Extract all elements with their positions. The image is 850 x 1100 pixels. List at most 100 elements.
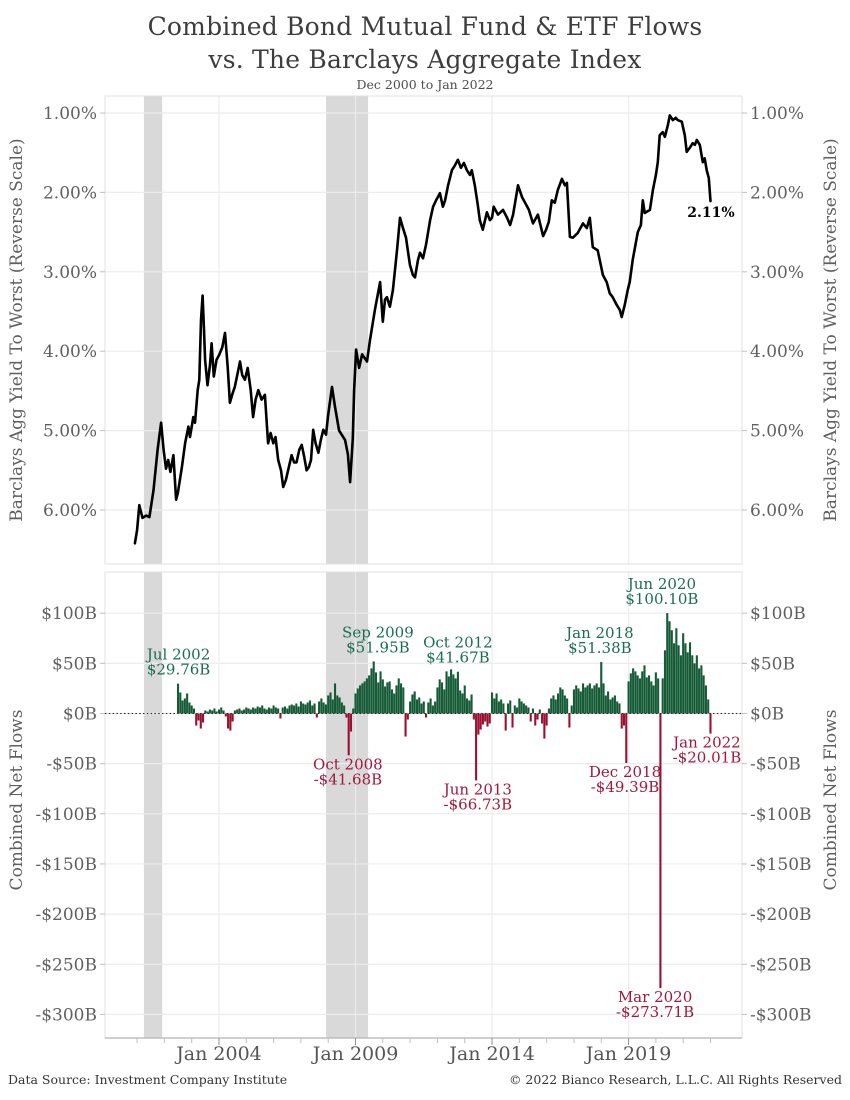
flow-bar — [192, 708, 196, 714]
flow-bar — [688, 642, 692, 714]
flow-bar — [425, 713, 428, 718]
flow-bar — [354, 693, 357, 714]
flow-bar — [484, 713, 487, 722]
flow-bar — [322, 702, 325, 714]
flow-bar — [413, 691, 416, 714]
flows-vs-yield-chart: 2.11% Jul 2002$29.76B Sep 2009$51.95B Oct 2… — [7, 95, 841, 1065]
flow-bar — [336, 695, 339, 714]
flow-bar — [616, 701, 619, 714]
flow-bar — [450, 669, 453, 714]
flow-bar — [670, 630, 673, 714]
flow-bar — [263, 708, 266, 714]
flow-bar — [504, 713, 507, 731]
annotation-date: Dec 2018 — [589, 763, 661, 781]
flow-bar — [349, 713, 353, 732]
flow-bar — [299, 701, 302, 714]
flow-bar — [627, 681, 630, 714]
flow-bar — [577, 688, 580, 714]
flow-bar — [329, 692, 332, 714]
flow-bar — [340, 702, 343, 714]
flow-bar — [677, 645, 680, 714]
flow-bar — [261, 705, 264, 714]
flow-bar — [675, 628, 678, 714]
annotation-value: -$20.01B — [673, 749, 742, 767]
flow-bar — [258, 707, 261, 714]
flow-bar — [529, 713, 532, 722]
flow-bar — [343, 705, 346, 714]
flow-bar — [465, 698, 469, 714]
flow-bar — [661, 678, 664, 714]
flow-bar — [411, 694, 414, 714]
flow-bar — [256, 706, 259, 714]
flow-bar — [352, 708, 355, 714]
flow-bar — [700, 665, 703, 714]
flow-bar — [593, 685, 596, 714]
flow-bar — [668, 621, 671, 714]
flow-bar — [179, 692, 182, 714]
flow-bar — [704, 685, 707, 714]
yield-end-label: 2.11% — [687, 205, 734, 221]
flow-bar — [570, 705, 573, 714]
flow-bar — [691, 655, 694, 714]
flow-bar — [206, 711, 209, 714]
flow-bar — [579, 691, 582, 714]
annotation-value: -$49.39B — [591, 778, 660, 796]
flow-bar — [281, 707, 284, 714]
flow-bar — [638, 678, 641, 714]
flow-bar — [379, 671, 382, 714]
y-tick-label: -$300B — [750, 1005, 812, 1025]
annotation-date: Sep 2009 — [342, 623, 414, 641]
y-tick-label: 1.00% — [750, 104, 804, 124]
annotation-date: Jan 2022 — [671, 734, 741, 752]
flow-bar — [440, 682, 444, 714]
flow-bar — [547, 708, 550, 714]
flow-bar — [634, 671, 637, 714]
y-tick-label: -$150B — [35, 855, 97, 875]
flow-bar — [377, 682, 380, 714]
flow-bar — [534, 713, 537, 726]
flow-bar — [518, 698, 521, 714]
flow-bar — [208, 709, 211, 714]
y-tick-label: -$250B — [750, 955, 812, 975]
y-tick-label: 3.00% — [750, 263, 804, 283]
flow-bar — [538, 709, 541, 714]
flow-bar — [509, 700, 512, 714]
flow-bar — [609, 699, 612, 714]
flow-bar — [468, 700, 471, 714]
flow-bar — [399, 683, 403, 714]
flow-bar — [684, 643, 687, 714]
flow-bar — [511, 713, 514, 728]
annotation-value: $51.95B — [346, 638, 410, 656]
flow-bar — [388, 681, 391, 714]
flow-bar — [306, 702, 309, 714]
flow-bar — [370, 668, 373, 714]
flow-bar — [618, 703, 621, 714]
annotation-date: Mar 2020 — [618, 988, 692, 1006]
x-tick-label: Jan 2009 — [311, 1043, 399, 1065]
flow-bar — [600, 661, 603, 714]
data-source-note: Data Source: Investment Company Institut… — [8, 1072, 288, 1087]
y-tick-label: 3.00% — [43, 263, 97, 283]
flow-bar — [293, 705, 296, 714]
flow-bar — [552, 695, 555, 714]
flow-bar — [475, 713, 478, 781]
flow-bar — [236, 709, 239, 714]
flow-bar — [495, 693, 498, 714]
flow-bar — [290, 704, 293, 714]
top-y-axis-title-left: Barclays Agg Yield To Worst (Reverse Sca… — [7, 138, 27, 521]
flow-bar — [222, 710, 225, 714]
flow-bar — [395, 685, 398, 714]
flow-bar — [645, 677, 648, 714]
y-tick-label: -$250B — [35, 955, 97, 975]
flow-bar — [415, 699, 419, 714]
flow-bar — [176, 683, 180, 714]
flow-bar — [479, 713, 482, 730]
flow-bar — [286, 708, 289, 714]
flow-bar — [545, 713, 548, 726]
flow-bar — [183, 698, 186, 714]
flow-bar — [233, 710, 236, 714]
flow-bar — [227, 713, 230, 729]
flow-bar — [613, 695, 616, 714]
flow-bar — [320, 698, 323, 714]
flow-bar — [211, 710, 214, 714]
